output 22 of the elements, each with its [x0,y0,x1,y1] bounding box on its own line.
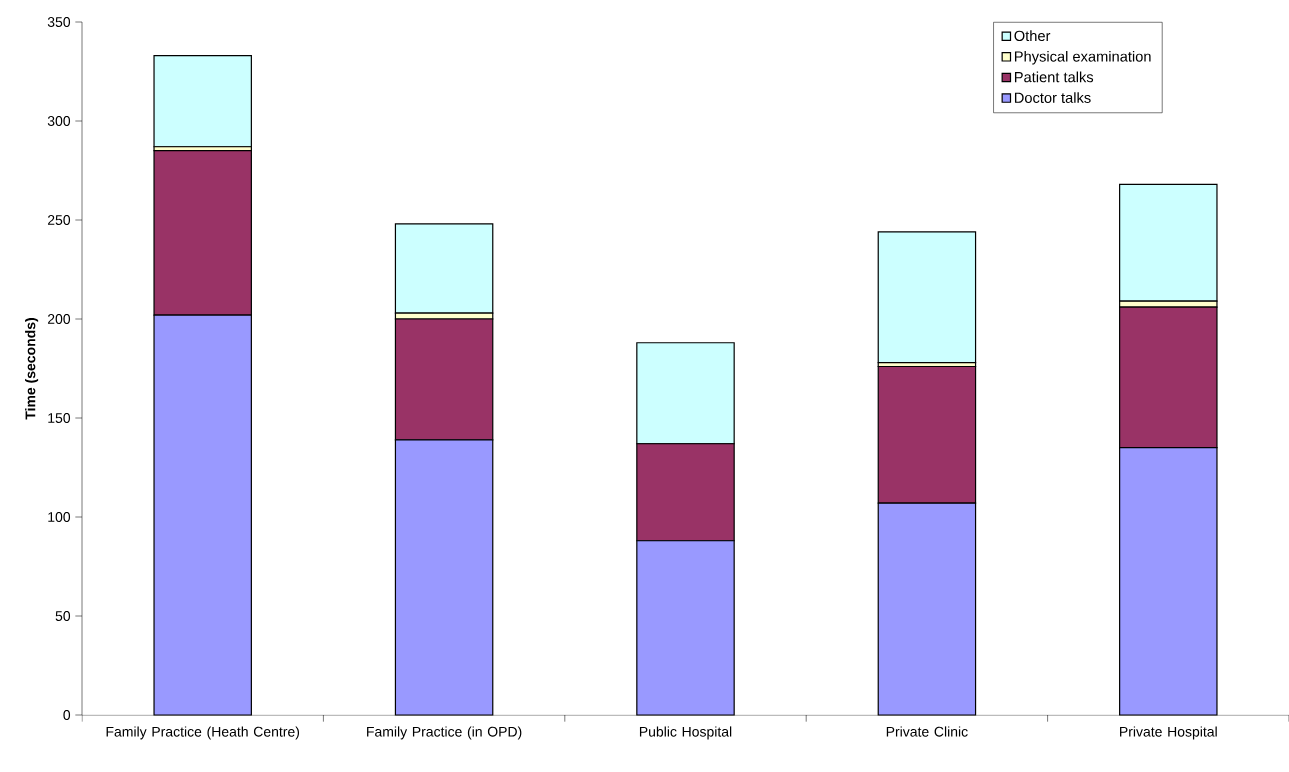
x-tick-label: Family Practice (in OPD) [367,726,522,740]
bar [153,55,252,148]
y-tick-label: 0 [63,710,71,720]
y-tick-label: 100 [48,512,71,522]
x-tick-label: Public Hospital [639,726,732,740]
y-tick-label: 300 [47,116,71,126]
x-tick-label: Private Hospital [1120,726,1217,740]
x-tick-label: Private Clinic [886,726,968,737]
y-axis-title: Time (seconds) [25,318,39,420]
bar [394,223,494,314]
legend-label: Other [1014,30,1051,42]
y-tick-label: 50 [55,611,71,621]
legend-label: Doctor talks [1014,92,1091,103]
x-tick-label: Family Practice (Heath Centre) [106,726,300,740]
bar [1119,183,1218,302]
legend-label: Patient talks [1014,71,1094,83]
bar [877,231,977,364]
legend-label: Physical examination [1014,50,1151,65]
y-tick-label: 200 [47,314,71,324]
y-tick-label: 150 [48,413,71,423]
y-tick-label: 250 [47,215,71,225]
y-tick-label: 350 [47,17,71,27]
